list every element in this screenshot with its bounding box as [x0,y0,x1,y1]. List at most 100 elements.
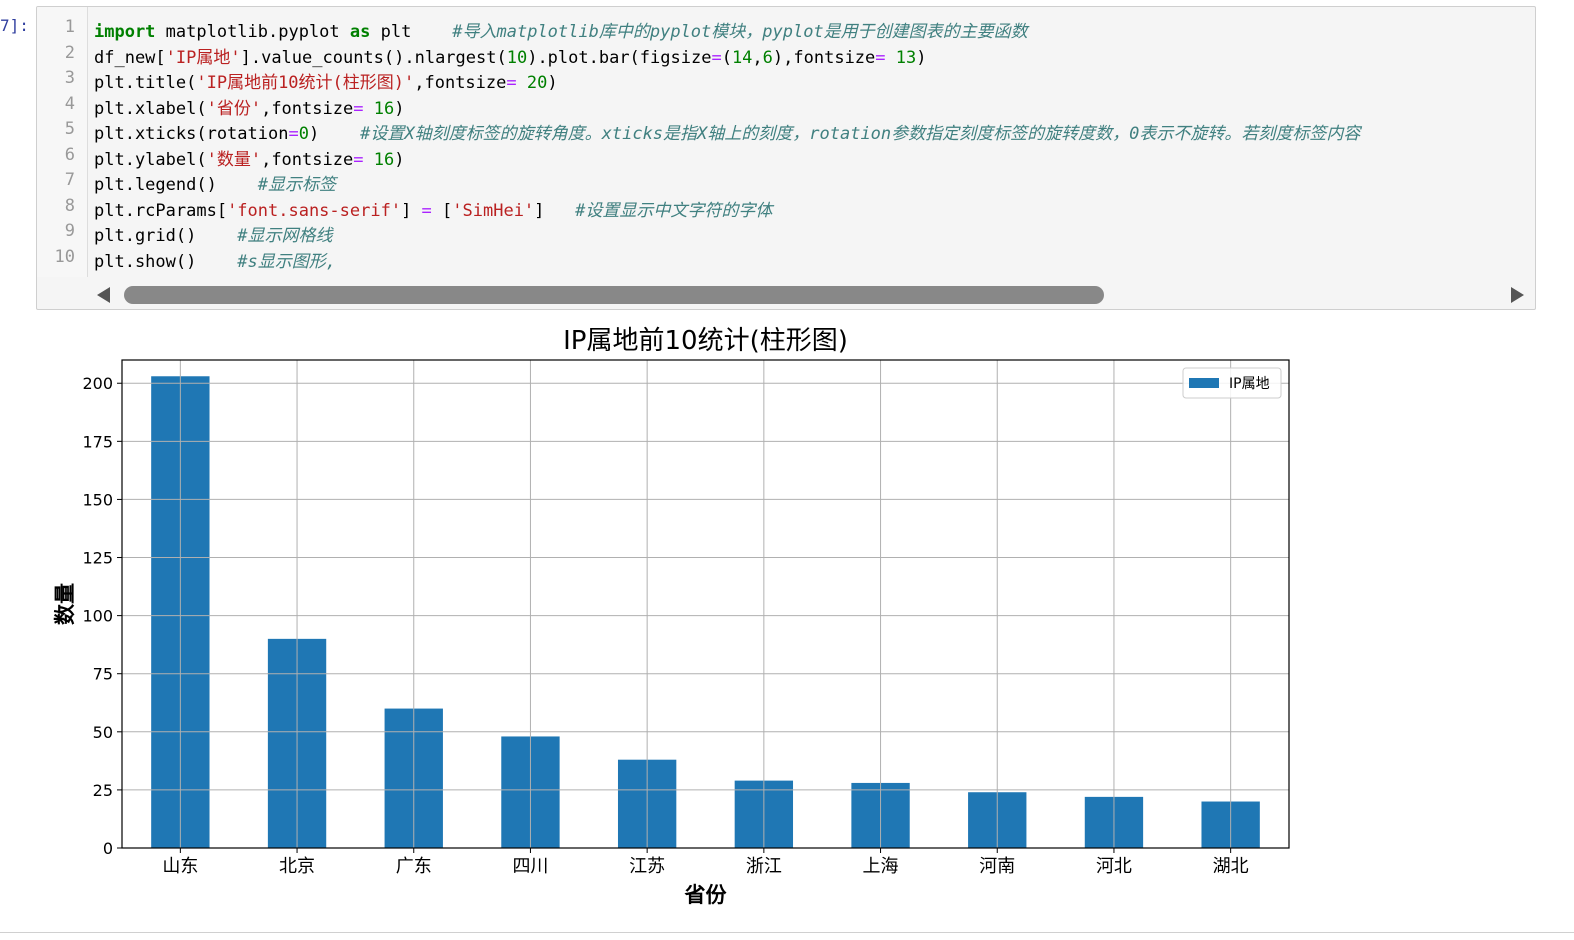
y-tick-label: 175 [82,432,113,451]
code-line: import matplotlib.pyplot as plt #导入matpl… [94,17,1028,42]
line-number: 4 [64,93,75,114]
code-line: plt.grid() #显示网格线 [94,221,333,246]
code-token: plt [370,22,453,42]
code-token: = [353,149,364,170]
code-token: import [94,22,156,42]
code-token: ) [547,73,558,93]
code-token: matplotlib.pyplot [155,22,350,42]
code-token: plt.show() [94,251,238,272]
x-tick-label: 北京 [279,856,315,877]
code-token: 16 [373,98,395,119]
code-token: df_new[ [94,47,166,68]
legend-box [1182,367,1282,399]
code-token: plt.legend() [94,175,258,195]
code-token: 10 [506,47,528,68]
y-tick-label: 150 [82,490,113,509]
code-token [886,48,896,68]
chart-title: IP属地前10统计(柱形图) [563,326,848,356]
code-line: plt.rcParams['font.sans-serif'] = ['SimH… [94,196,772,221]
legend-swatch [1189,378,1219,388]
code-token [363,99,373,119]
code-token: 'font.sans-serif' [227,200,402,221]
code-line: plt.title('IP属地前10统计(柱形图)',fontsize= 20) [94,68,558,93]
code-token: ,fontsize [261,98,354,119]
y-tick-label: 100 [82,607,113,626]
code-cell[interactable]: 1 2 3 4 5 6 7 8 9 10 import matplotlib.pyplot as … [36,6,1536,310]
code-token: = [353,98,364,119]
y-tick-label: 125 [82,549,113,568]
code-token: plt.xticks(rotation [94,124,289,144]
code-token: 'IP属地前10统计(柱形图)' [196,73,415,93]
code-token: [ [431,200,453,221]
code-token: #导入matplotlib库中的pyplot模块，pyplot是用于创建图表的主… [452,22,1028,42]
line-number: 9 [64,221,75,241]
line-number: 2 [64,42,75,63]
scroll-left-arrow-icon[interactable] [97,287,110,303]
cell-prompt: 7]: [0,16,29,35]
horizontal-scrollbar[interactable] [87,283,1535,307]
code-line: plt.xticks(rotation=0) #设置X轴刻度标签的旋转角度。xt… [94,119,1360,144]
code-token: '省份' [206,98,262,119]
plot-frame [121,359,1290,849]
code-token: #设置X轴刻度标签的旋转角度。xticks是指X轴上的刻度，rotation参数… [360,124,1361,144]
scrollbar-thumb[interactable] [124,286,1104,304]
scroll-right-arrow-icon[interactable] [1511,287,1524,303]
code-token [363,150,373,170]
code-token: = [506,73,517,93]
x-tick-label: 河北 [1096,856,1132,877]
code-line: plt.legend() #显示标签 [94,170,336,195]
code-token: #显示标签 [257,175,337,195]
code-token: , [752,47,763,68]
x-tick-label: 山东 [162,856,198,877]
code-line: plt.ylabel('数量',fontsize= 16) [94,145,404,170]
bar-chart: 0 25 50 75 100 125 150 175 200 山东 北京 广东 四川 江苏 浙江 上海 河南 河北… [53,326,1290,907]
code-line: plt.show() #s显示图形, [94,247,336,272]
code-line: df_new['IP属地'].value_counts().nlargest(1… [94,43,927,68]
code-token: ,fontsize [261,149,354,170]
code-token: ) [308,124,361,144]
line-number: 7 [64,170,75,190]
code-token: = [711,47,722,68]
code-token: = [288,124,299,144]
y-tick-label: 200 [82,374,113,393]
x-tick-label: 广东 [396,856,432,877]
code-token: 'IP属地' [165,47,241,68]
code-token: ) [394,98,405,119]
code-token: '数量' [206,149,262,170]
code-line: plt.xlabel('省份',fontsize= 16) [94,94,404,119]
code-token: 6 [762,47,773,68]
code-token: ) [394,149,405,170]
code-token: #显示网格线 [237,226,333,246]
code-token: ( [721,47,732,68]
code-token: 0 [298,124,309,144]
code-token: 16 [373,149,395,170]
code-token: = [875,47,886,68]
code-token: = [421,200,432,221]
x-tick-label: 湖北 [1213,856,1249,877]
code-token: 'SimHei' [452,200,535,221]
code-token: plt.grid() [94,226,238,246]
code-token: ].value_counts().nlargest( [240,47,507,68]
code-token: ] [401,200,422,221]
code-token: plt.rcParams[ [94,200,228,221]
line-number: 6 [64,144,75,165]
code-token [517,73,527,93]
line-number: 1 [64,17,75,37]
code-token: plt.ylabel( [94,149,207,170]
code-token: ),fontsize [772,47,876,68]
code-token: #s显示图形, [237,251,337,272]
code-token: ).plot.bar(figsize [527,47,712,68]
x-tick-label: 四川 [512,856,548,877]
code-token: 20 [526,73,548,93]
code-token: ,fontsize [414,73,507,93]
y-tick-label: 0 [103,839,113,858]
y-axis-label: 数量 [53,583,77,625]
code-token: plt.xlabel( [94,98,207,119]
x-tick-label: 上海 [863,856,899,877]
code-token: plt.title( [94,73,197,93]
y-tick-label: 25 [93,781,113,800]
code-token: 13 [895,47,917,68]
x-tick-label: 江苏 [629,856,665,877]
x-tick-label: 河南 [979,856,1015,877]
line-number: 5 [64,119,75,139]
